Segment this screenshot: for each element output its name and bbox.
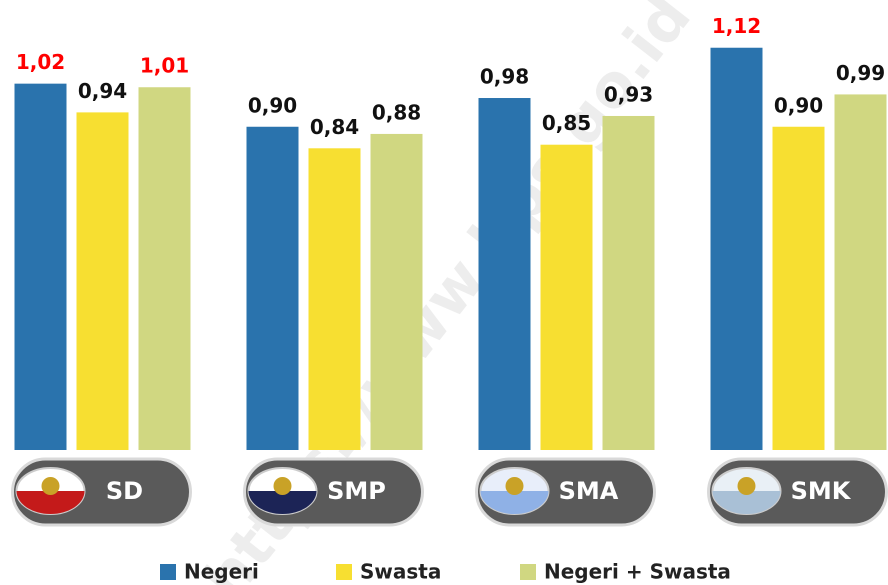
badge-emblem-band [712,491,781,514]
legend-label: Negeri + Swasta [544,560,731,584]
badge-emblem-seal [273,477,292,495]
bar [138,87,191,450]
bar [14,83,67,451]
legend-swatch [160,564,176,580]
legend-label: Swasta [360,560,441,584]
badge-emblem-seal [41,477,60,495]
bar [710,47,763,450]
legend-label: Negeri [184,560,259,584]
value-label: 0,94 [78,79,127,103]
badge-emblem-band [480,491,549,514]
value-label: 1,12 [712,14,761,38]
bar [834,94,887,451]
value-label: 0,99 [836,61,885,85]
value-label: 0,90 [774,93,823,117]
bar [478,98,531,451]
bar [76,112,129,450]
legend-swatch [336,564,352,580]
badge-emblem-seal [505,477,524,495]
value-label: 0,84 [310,115,359,139]
badge-emblem-band [16,491,85,514]
bar [370,133,423,450]
value-label: 0,93 [604,82,653,106]
badge-emblem-band [248,491,317,514]
value-label: 0,98 [480,65,529,89]
badge-emblem-seal [737,477,756,495]
legend-swatch [520,564,536,580]
value-label: 0,90 [248,93,297,117]
value-label: 0,88 [372,100,421,124]
x-tick-label: SD [106,477,143,505]
bar [540,144,593,451]
x-tick-label: SMP [327,477,386,505]
bar [246,126,299,450]
x-tick-label: SMA [559,477,619,505]
value-label: 0,85 [542,111,591,135]
value-label: 1,01 [140,54,189,78]
bar [772,126,825,450]
value-label: 1,02 [16,50,65,74]
bar [602,115,655,450]
x-tick-label: SMK [791,477,852,505]
bar [308,148,361,451]
